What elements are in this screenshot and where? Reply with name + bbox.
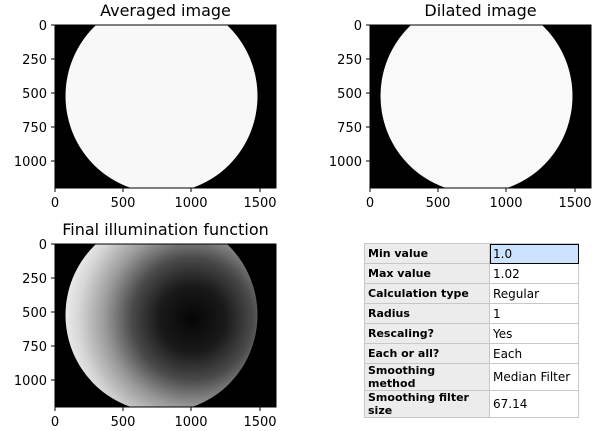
settings-value-cell[interactable]: 1 [489,303,579,324]
settings-row: Calculation type Regular [364,283,579,304]
settings-row: Each or all? Each [364,343,579,364]
x-tick-0: 0 [51,415,59,430]
dilated-image-disk [380,25,573,188]
final-illumination-frame [54,243,277,408]
settings-value-cell[interactable]: Yes [489,323,579,344]
settings-key: Calculation type [364,283,490,304]
settings-value-cell[interactable]: 1.02 [489,263,579,284]
y-tick-1000: 1000 [14,155,47,170]
y-tick-1000: 1000 [14,374,47,389]
dilated-image-title: Dilated image [424,1,537,20]
settings-key: Radius [364,303,490,324]
y-tick-500: 500 [22,87,47,102]
settings-key: Max value [364,263,490,284]
y-tick-0: 0 [354,19,362,34]
y-tick-1000: 1000 [329,155,362,170]
x-tick-1500: 1500 [558,196,591,211]
x-tick-500: 500 [111,196,136,211]
settings-key: Each or all? [364,343,490,364]
final-x-axis: 0 500 1000 1500 [51,407,277,430]
averaged-x-axis: 0 500 1000 1500 [51,188,277,211]
settings-table: Min value 1.0 Max value 1.02 Calculation… [364,243,579,418]
y-tick-750: 750 [22,121,47,136]
averaged-y-axis: 0 250 500 750 1000 [14,19,55,170]
dilated-x-axis: 0 500 1000 1500 [366,188,592,211]
final-illumination-plot: 0 250 500 750 1000 0 500 1000 1500 [14,238,277,430]
y-tick-750: 750 [337,121,362,136]
settings-key: Smoothing filter size [364,390,490,418]
x-tick-0: 0 [366,196,374,211]
settings-key: Smoothing method [364,363,490,391]
x-tick-1000: 1000 [489,196,522,211]
dilated-y-axis: 0 250 500 750 1000 [329,19,370,170]
y-tick-0: 0 [39,238,47,253]
dilated-image-plot: 0 250 500 750 1000 0 500 1000 1500 [329,19,592,211]
settings-key: Rescaling? [364,323,490,344]
final-illumination-title: Final illumination function [62,220,269,239]
averaged-image-title: Averaged image [100,1,231,20]
settings-row: Rescaling? Yes [364,323,579,344]
settings-row: Smoothing method Median Filter [364,363,579,391]
settings-row: Radius 1 [364,303,579,324]
y-tick-250: 250 [22,272,47,287]
x-tick-1000: 1000 [174,415,207,430]
y-tick-500: 500 [337,87,362,102]
dilated-image-frame [369,24,592,189]
settings-row: Max value 1.02 [364,263,579,284]
y-tick-500: 500 [22,306,47,321]
x-tick-1500: 1500 [243,196,276,211]
y-tick-0: 0 [39,19,47,34]
final-illumination-disk [65,244,258,407]
settings-value-cell[interactable]: Median Filter [489,363,579,391]
x-tick-1000: 1000 [174,196,207,211]
y-tick-250: 250 [337,53,362,68]
averaged-image-disk [65,25,258,188]
averaged-image-frame [54,24,277,189]
settings-value-cell[interactable]: 67.14 [489,390,579,418]
settings-row: Min value 1.0 [364,243,579,264]
settings-value-cell[interactable]: Each [489,343,579,364]
final-y-axis: 0 250 500 750 1000 [14,238,55,389]
x-tick-500: 500 [426,196,451,211]
settings-row: Smoothing filter size 67.14 [364,390,579,418]
y-tick-250: 250 [22,53,47,68]
x-tick-0: 0 [51,196,59,211]
settings-value-cell[interactable]: 1.0 [489,243,579,264]
settings-key: Min value [364,243,490,264]
averaged-image-plot: 0 250 500 750 1000 0 500 1000 1500 [14,19,277,211]
x-tick-500: 500 [111,415,136,430]
y-tick-750: 750 [22,340,47,355]
settings-value-cell[interactable]: Regular [489,283,579,304]
x-tick-1500: 1500 [243,415,276,430]
